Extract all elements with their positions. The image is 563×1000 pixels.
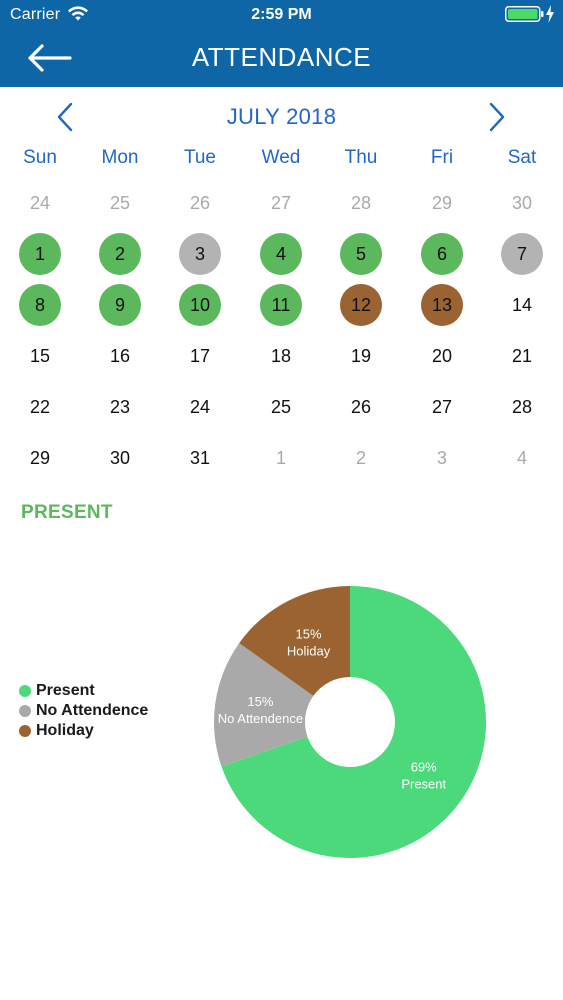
calendar-day-present[interactable]: 6 <box>421 233 463 275</box>
calendar-day-muted[interactable]: 24 <box>29 192 51 213</box>
calendar-days-grid: 24 25 26 27 28 29 30 1 2 3 4 5 6 7 8 9 10 11 12 13 14 15 16 17 1… <box>0 87 563 487</box>
donut-slice-present <box>221 586 486 858</box>
legend-swatch <box>19 725 31 737</box>
app-header: Carrier 2:59 PM ATTENDANCE <box>0 0 563 87</box>
legend-label: Holiday <box>36 722 94 739</box>
legend-label: Present <box>36 682 95 699</box>
weekday-thu: Thu <box>344 147 378 168</box>
month-title: JULY 2018 <box>226 104 337 129</box>
back-button[interactable] <box>20 36 78 80</box>
calendar-day-holiday[interactable]: 12 <box>340 284 382 326</box>
calendar-day-muted[interactable]: 3 <box>436 447 447 468</box>
calendar-day-muted[interactable]: 25 <box>109 192 131 213</box>
donut-slice-holiday <box>239 586 350 696</box>
calendar-day-muted[interactable]: 1 <box>275 447 286 468</box>
calendar-day-normal[interactable]: 27 <box>431 396 453 417</box>
back-arrow-icon <box>28 44 72 72</box>
legend-swatch <box>19 685 31 697</box>
slice-percent-label: 15% <box>296 627 322 642</box>
slice-percent-label: 15% <box>247 694 273 709</box>
calendar-day-normal[interactable]: 18 <box>270 345 292 366</box>
weekday-tue: Tue <box>183 147 217 168</box>
calendar-day-present[interactable]: 10 <box>179 284 221 326</box>
carrier-label: Carrier <box>10 6 61 23</box>
calendar-day-present[interactable]: 4 <box>260 233 302 275</box>
calendar-day-normal[interactable]: 26 <box>350 396 372 417</box>
calendar-day-present[interactable]: 1 <box>19 233 61 275</box>
legend-item: Present <box>19 681 199 701</box>
calendar-day-absent[interactable]: 3 <box>179 233 221 275</box>
calendar-day-normal[interactable]: 29 <box>29 447 51 468</box>
calendar-day-holiday[interactable]: 13 <box>421 284 463 326</box>
calendar-day-normal[interactable]: 14 <box>511 294 533 315</box>
calendar-day-normal[interactable]: 30 <box>109 447 131 468</box>
chevron-right-icon <box>489 102 505 132</box>
slice-name-label: Holiday <box>287 644 331 659</box>
calendar-day-normal[interactable]: 24 <box>189 396 211 417</box>
previous-month-button[interactable] <box>48 99 82 135</box>
calendar-day-muted[interactable]: 27 <box>270 192 292 213</box>
calendar-day-muted[interactable]: 28 <box>350 192 372 213</box>
navigation-bar: ATTENDANCE <box>0 30 563 87</box>
calendar-day-muted[interactable]: 29 <box>431 192 453 213</box>
calendar-day-normal[interactable]: 31 <box>189 447 211 468</box>
slice-name-label: Present <box>401 776 446 791</box>
weekday-fri: Fri <box>430 147 454 168</box>
legend-swatch <box>19 705 31 717</box>
calendar-day-normal[interactable]: 22 <box>29 396 51 417</box>
charging-icon <box>546 5 554 23</box>
chevron-left-icon <box>57 102 73 132</box>
calendar-day-muted[interactable]: 2 <box>355 447 366 468</box>
calendar-day-normal[interactable]: 21 <box>511 345 533 366</box>
chart-legend: Present No Attendence Holiday <box>19 681 199 741</box>
calendar-day-muted[interactable]: 4 <box>516 447 527 468</box>
calendar-day-present[interactable]: 2 <box>99 233 141 275</box>
status-time: 2:59 PM <box>251 6 312 23</box>
calendar-day-muted[interactable]: 30 <box>511 192 533 213</box>
calendar-day-normal[interactable]: 19 <box>350 345 372 366</box>
calendar-day-normal[interactable]: 15 <box>29 345 51 366</box>
calendar-day-normal[interactable]: 17 <box>189 345 211 366</box>
status-bar: Carrier 2:59 PM <box>0 0 563 30</box>
calendar-day-normal[interactable]: 25 <box>270 396 292 417</box>
calendar-day-present[interactable]: 8 <box>19 284 61 326</box>
calendar-day-absent[interactable]: 7 <box>501 233 543 275</box>
weekday-sat: Sat <box>507 147 537 168</box>
calendar-day-muted[interactable]: 26 <box>189 192 211 213</box>
next-month-button[interactable] <box>480 99 514 135</box>
month-selector: JULY 2018 <box>0 87 563 147</box>
attendance-calendar: JULY 2018 Sun Mon Tue Wed Thu Fri Sat 24 25 26 27… <box>0 87 563 487</box>
slice-percent-label: 69% <box>411 759 437 774</box>
slice-name-label: No Attendence <box>218 711 303 726</box>
calendar-day-normal[interactable]: 20 <box>431 345 453 366</box>
calendar-day-normal[interactable]: 28 <box>511 396 533 417</box>
summary-label: PRESENT <box>21 502 113 523</box>
legend-item: Holiday <box>19 721 199 741</box>
calendar-day-normal[interactable]: 23 <box>109 396 131 417</box>
battery-icon <box>505 6 544 22</box>
calendar-day-present[interactable]: 11 <box>260 284 302 326</box>
calendar-day-present[interactable]: 9 <box>99 284 141 326</box>
wifi-icon <box>68 6 88 21</box>
weekday-mon: Mon <box>101 147 139 168</box>
calendar-day-present[interactable]: 5 <box>340 233 382 275</box>
legend-item: No Attendence <box>19 701 199 721</box>
weekday-sun: Sun <box>23 147 57 168</box>
legend-label: No Attendence <box>36 702 149 719</box>
page-title: ATTENDANCE <box>191 42 372 72</box>
weekday-wed: Wed <box>261 147 301 168</box>
calendar-day-normal[interactable]: 16 <box>109 345 131 366</box>
weekday-header: Sun Mon Tue Wed Thu Fri Sat <box>0 147 563 171</box>
donut-slice-no-attendence <box>214 643 314 767</box>
